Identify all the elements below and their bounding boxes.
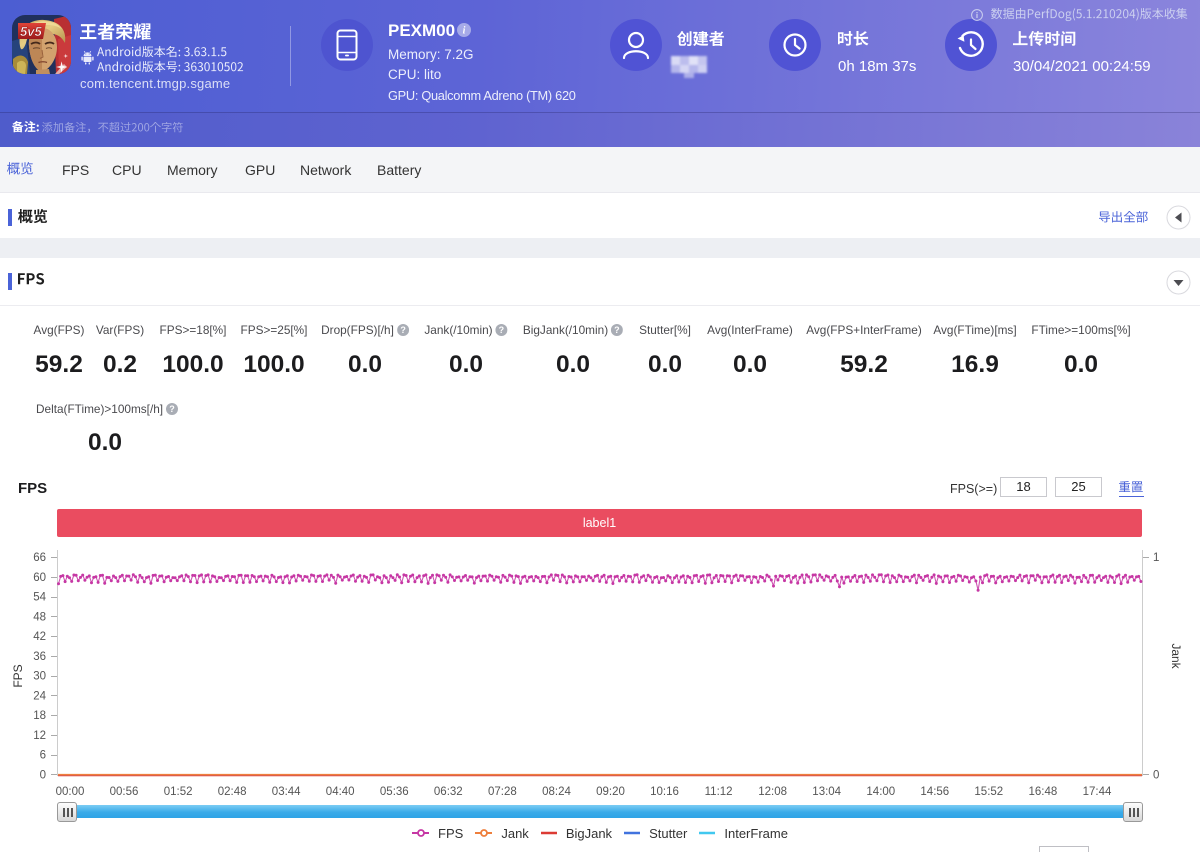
svg-text:30: 30 <box>33 671 46 683</box>
svg-text:13:04: 13:04 <box>812 786 841 798</box>
svg-text:36: 36 <box>33 651 46 663</box>
svg-text:07:28: 07:28 <box>488 786 517 798</box>
svg-text:0: 0 <box>40 770 46 782</box>
svg-text:12: 12 <box>33 730 46 742</box>
svg-text:i: i <box>463 25 466 36</box>
svg-text:66: 66 <box>33 552 46 564</box>
svg-text:12:08: 12:08 <box>758 786 787 798</box>
svg-text:?: ? <box>499 325 505 335</box>
svg-text:?: ? <box>169 404 175 414</box>
svg-text:18: 18 <box>33 710 46 722</box>
svg-text:17:44: 17:44 <box>1083 786 1112 798</box>
svg-text:00:00: 00:00 <box>56 786 85 798</box>
svg-text:02:48: 02:48 <box>218 786 247 798</box>
svg-text:5v5: 5v5 <box>20 24 42 39</box>
svg-text:FPS: FPS <box>11 664 25 687</box>
svg-text:0: 0 <box>1153 770 1159 782</box>
svg-text:24: 24 <box>33 690 46 702</box>
svg-text:03:44: 03:44 <box>272 786 301 798</box>
svg-text:?: ? <box>614 325 620 335</box>
svg-text:Jank: Jank <box>1169 643 1183 669</box>
svg-text:1: 1 <box>1153 552 1159 564</box>
svg-text:54: 54 <box>33 592 46 604</box>
svg-text:42: 42 <box>33 631 46 643</box>
svg-text:10:16: 10:16 <box>650 786 679 798</box>
svg-text:04:40: 04:40 <box>326 786 355 798</box>
svg-text:11:12: 11:12 <box>705 786 733 798</box>
svg-text:?: ? <box>400 325 406 335</box>
svg-text:01:52: 01:52 <box>164 786 193 798</box>
svg-text:60: 60 <box>33 572 46 584</box>
svg-text:08:24: 08:24 <box>542 786 571 798</box>
svg-text:16:48: 16:48 <box>1029 786 1058 798</box>
svg-text:09:20: 09:20 <box>596 786 625 798</box>
svg-text:15:52: 15:52 <box>974 786 1003 798</box>
svg-text:14:56: 14:56 <box>920 786 949 798</box>
svg-text:00:56: 00:56 <box>110 786 139 798</box>
svg-text:6: 6 <box>40 750 46 762</box>
svg-text:14:00: 14:00 <box>866 786 895 798</box>
svg-text:05:36: 05:36 <box>380 786 409 798</box>
svg-text:48: 48 <box>33 611 46 623</box>
svg-text:06:32: 06:32 <box>434 786 463 798</box>
